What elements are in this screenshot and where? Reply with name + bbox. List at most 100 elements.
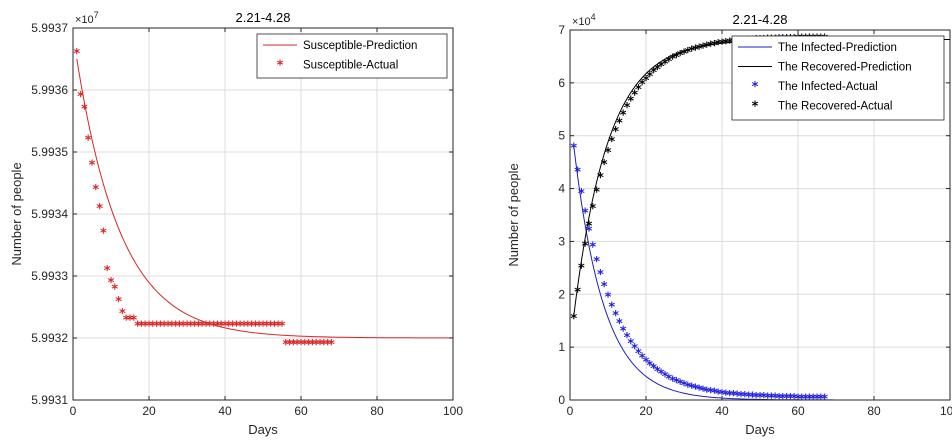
legend-box — [256, 33, 448, 79]
data-point: * — [684, 46, 691, 61]
x-tick-label: 80 — [867, 404, 881, 418]
data-point: * — [711, 387, 718, 402]
data-point: * — [214, 320, 221, 335]
data-point: * — [199, 320, 206, 335]
y-tick-label: 5.9935 — [31, 145, 68, 159]
data-point: * — [115, 295, 122, 310]
legend-label: The Recovered-Prediction — [778, 62, 912, 74]
data-point: * — [157, 320, 164, 335]
data-point: * — [138, 320, 145, 335]
data-point: * — [275, 320, 282, 335]
y-tick-label: 0 — [558, 393, 565, 407]
y-tick-label: 5.9934 — [31, 207, 68, 221]
data-point: * — [309, 338, 316, 353]
data-point: * — [608, 300, 615, 315]
data-point: * — [635, 83, 642, 98]
data-point: * — [570, 312, 577, 327]
data-point: * — [722, 37, 729, 52]
data-point: * — [734, 390, 741, 405]
data-point: * — [673, 376, 680, 391]
data-point: * — [256, 320, 263, 335]
data-point: * — [237, 320, 244, 335]
y-tick-label: 3 — [558, 234, 565, 248]
data-point: * — [241, 320, 248, 335]
data-point: * — [180, 320, 187, 335]
data-point: * — [123, 313, 130, 328]
legend-entry: * The Recovered-Actual — [752, 100, 893, 115]
data-point: * — [582, 207, 589, 222]
y-tick-label: 1 — [558, 340, 565, 354]
data-point: * — [700, 41, 707, 56]
data-point: * — [286, 338, 293, 353]
data-point: * — [146, 320, 153, 335]
x-tick-label: 40 — [218, 404, 232, 418]
data-point: * — [605, 146, 612, 161]
x-tick-label: 60 — [791, 404, 805, 418]
x-tick-label: 100 — [940, 404, 952, 418]
y-tick-label: 5 — [558, 129, 565, 143]
chart-title: 2.21-4.28 — [733, 12, 788, 27]
data-point: * — [646, 359, 653, 374]
data-point: * — [643, 355, 650, 370]
data-point: * — [301, 338, 308, 353]
y-tick-label: 5.9937 — [31, 21, 68, 35]
data-point: * — [730, 389, 737, 404]
data-point: * — [753, 391, 760, 406]
data-point: * — [176, 320, 183, 335]
data-point: * — [612, 309, 619, 324]
y-tick-label: 5.9931 — [31, 393, 68, 407]
data-point: * — [263, 320, 270, 335]
y-exponent-label: ×104 — [572, 12, 596, 28]
data-point: * — [662, 370, 669, 385]
data-point: * — [172, 320, 179, 335]
data-point: * — [89, 158, 96, 173]
chart-panel-2: ****************************************… — [506, 12, 952, 437]
data-point: * — [210, 320, 217, 335]
data-point: * — [624, 101, 631, 116]
data-point: * — [764, 391, 771, 406]
x-tick-label: 60 — [294, 404, 308, 418]
data-point: * — [681, 47, 688, 62]
data-point: * — [229, 320, 236, 335]
data-point: * — [149, 320, 156, 335]
data-point: * — [700, 385, 707, 400]
data-point: * — [73, 47, 80, 62]
data-point: * — [305, 338, 312, 353]
series-the-infected-actual: ****************************************… — [570, 141, 828, 407]
exponent-power: 7 — [94, 10, 99, 20]
legend-entry: Susceptible-Prediction — [263, 40, 417, 52]
data-point: * — [597, 171, 604, 186]
y-tick-label: 7 — [558, 23, 565, 37]
data-point: * — [328, 338, 335, 353]
y-axis-label: Number of people — [9, 162, 24, 265]
data-point: * — [650, 66, 657, 81]
data-point: * — [768, 392, 775, 407]
data-point: * — [578, 261, 585, 276]
data-point: * — [631, 342, 638, 357]
data-point: * — [589, 240, 596, 255]
data-point: * — [605, 291, 612, 306]
data-point: * — [658, 368, 665, 383]
data-point: * — [85, 134, 92, 149]
data-point: * — [696, 384, 703, 399]
chart-panel-1: ****************************************… — [9, 10, 463, 437]
legend-label: The Infected-Actual — [778, 81, 878, 93]
data-point: * — [593, 255, 600, 270]
series-line — [76, 58, 453, 339]
y-tick-label: 5.9932 — [31, 331, 68, 345]
data-point: * — [726, 389, 733, 404]
data-point: * — [324, 338, 331, 353]
data-point: * — [616, 116, 623, 131]
axes-box — [569, 29, 951, 401]
data-point: * — [582, 239, 589, 254]
legend-label: The Recovered-Actual — [778, 101, 892, 113]
data-point: * — [589, 202, 596, 217]
legend-marker-swatch: * — [752, 100, 759, 115]
data-point: * — [738, 390, 745, 405]
chart-title: 2.21-4.28 — [236, 10, 291, 25]
data-point: * — [715, 38, 722, 53]
data-point: * — [612, 125, 619, 140]
data-point: * — [669, 374, 676, 389]
data-point: * — [601, 280, 608, 295]
